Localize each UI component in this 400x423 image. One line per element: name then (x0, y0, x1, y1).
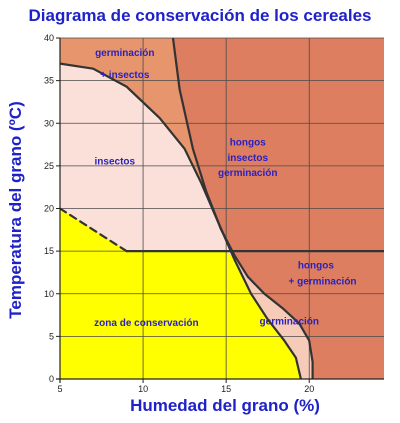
zone-label-germinacion: germinación (260, 317, 319, 328)
zone-label-zona-de-conservacion: zona de conservación (94, 318, 198, 329)
y-tick-label-35: 35 (44, 76, 54, 86)
region-germinacion (234, 255, 313, 379)
x-axis-label: Humedad del grano (%) (130, 396, 320, 415)
zone-label-hongos: hongos (230, 138, 267, 149)
zone-label-germinacion: germinación (218, 168, 277, 179)
boundary-insect-limit-extension (60, 62, 62, 65)
region-germinacion-insectos (60, 38, 235, 260)
zone-label-germinacion: + germinación (288, 276, 356, 287)
chart-title: Diagrama de conservación de los cereales (28, 6, 372, 25)
boundary-conservation-limit (60, 207, 128, 253)
y-tick-label-5: 5 (49, 331, 54, 341)
y-tick-label-25: 25 (44, 161, 54, 171)
y-tick-label-10: 10 (44, 289, 54, 299)
y-tick-label-15: 15 (44, 246, 54, 256)
zone-label-hongos: hongos (298, 260, 335, 271)
x-tick-label-20: 20 (304, 384, 314, 394)
x-tick-label-15: 15 (221, 384, 231, 394)
boundary-germination-limit (171, 38, 314, 379)
zone-label-insectos: + insectos (100, 70, 150, 81)
y-tick-label-40: 40 (44, 33, 54, 43)
boundaries-group (60, 38, 384, 379)
y-tick-label-30: 30 (44, 118, 54, 128)
region-insectos (60, 63, 235, 260)
y-tick-label-0: 0 (49, 374, 54, 384)
x-tick-label-5: 5 (57, 384, 62, 394)
zone-label-germinacion: germinación (95, 48, 154, 59)
zone-label-insectos: insectos (227, 153, 268, 164)
x-tick-label-10: 10 (138, 384, 148, 394)
zone-label-insectos: insectos (95, 156, 136, 167)
y-tick-label-20: 20 (44, 204, 54, 214)
